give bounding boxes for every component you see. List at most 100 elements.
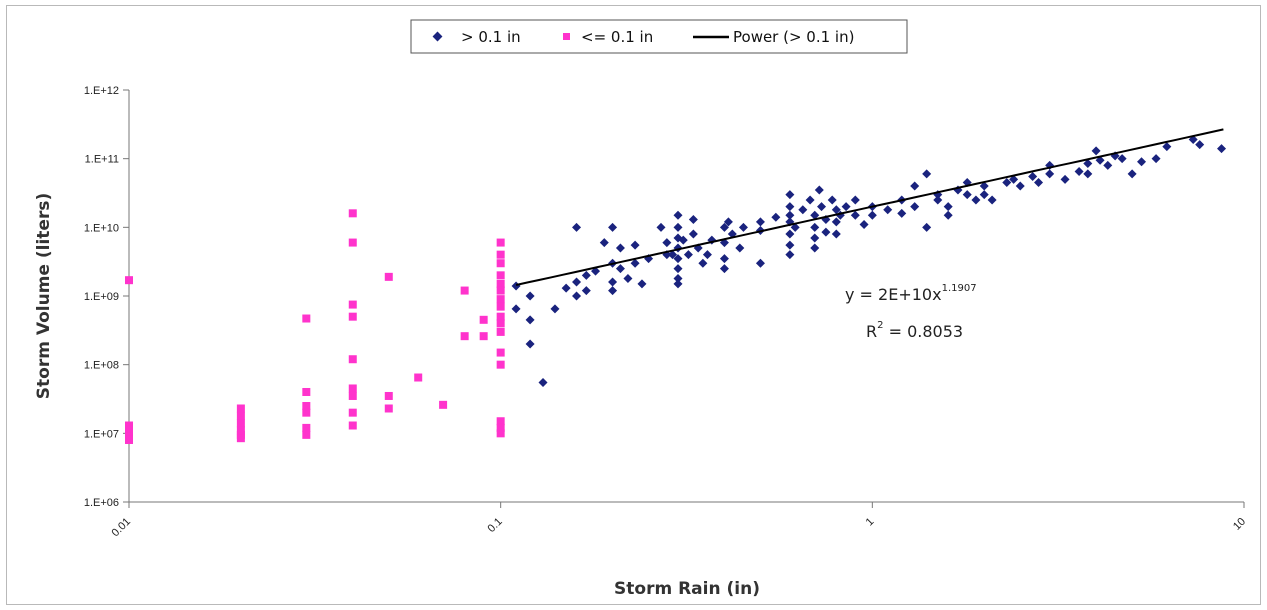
data-point-gt [673,210,683,220]
data-point-gt [1009,174,1019,184]
data-point-le [496,295,505,304]
data-point-le [236,404,245,413]
data-point-le [496,286,505,295]
data-point-gt [1083,169,1093,179]
equation-text: y = 2E+10x [845,285,942,304]
data-point-gt [662,238,672,248]
data-point-le [348,421,357,430]
data-point-le [414,373,423,382]
data-point-gt [702,250,712,260]
data-point-le [236,419,245,428]
y-tick-label: 1.E+12 [84,85,119,97]
y-tick-label: 1.E+09 [84,291,119,303]
data-point-le [348,238,357,247]
data-point-gt [1195,140,1205,150]
data-point-le [496,423,505,432]
data-point-gt [785,210,795,220]
data-point-gt [719,222,729,232]
data-point-gt [723,217,733,227]
data-point-gt [525,291,535,301]
data-point-le [302,423,311,432]
data-point-gt [755,258,765,268]
data-point-le [496,360,505,369]
data-point-le [348,384,357,393]
data-point-gt [673,279,683,289]
data-point-le [348,408,357,417]
data-point-gt [785,250,795,260]
data-point-gt [810,222,820,232]
data-point-gt [821,227,831,237]
data-point-gt [668,250,678,260]
data-point-gt [525,315,535,325]
data-point-le [125,421,133,430]
data-point-le [496,319,505,328]
data-point-le [348,209,357,218]
legend-label-trend: Power (> 0.1 in) [733,28,854,46]
data-point-gt [608,286,618,296]
data-point-le [348,355,357,364]
data-point-le [496,250,505,259]
y-tick-label: 1.E+08 [84,360,119,372]
data-point-gt [673,222,683,232]
data-point-gt [683,250,693,260]
data-point-gt [817,202,827,212]
data-point-gt [922,169,932,179]
data-point-gt [608,222,618,232]
data-point-gt [831,229,841,239]
data-point-gt [810,233,820,243]
data-point-gt [688,229,698,239]
data-point-le [348,391,357,400]
data-point-gt [979,181,989,191]
data-point-gt [615,264,625,274]
data-point-le [496,429,505,438]
data-point-gt [1083,159,1093,169]
data-point-le [496,302,505,311]
data-point-gt [831,217,841,227]
data-point-gt [608,277,618,287]
legend-marker-le [563,33,570,40]
data-point-gt [943,210,953,220]
data-point-gt [798,205,808,215]
data-point-gt [572,277,582,287]
data-point-gt [814,185,824,195]
data-point-le [496,238,505,247]
data-point-gt [719,264,729,274]
data-point-gt [1162,142,1172,152]
series-gt-points [511,135,1227,387]
data-point-le [384,391,393,400]
legend: > 0.1 in <= 0.1 in Power (> 0.1 in) [410,19,908,54]
data-point-le [479,332,488,341]
data-point-le [479,315,488,324]
data-point-gt [630,258,640,268]
equation-exponent: 1.1907 [942,283,977,294]
data-point-gt [922,222,932,232]
data-point-gt [805,195,815,205]
data-point-le [496,312,505,321]
y-tick-label: 1.E+10 [84,222,119,234]
data-point-gt [511,281,521,291]
data-point-gt [599,238,609,248]
y-tick-label: 1.E+07 [84,428,119,440]
data-point-gt [630,240,640,250]
legend-label-gt: > 0.1 in [461,28,521,46]
data-point-gt [859,219,869,229]
data-point-le [302,314,311,323]
data-point-gt [785,190,795,200]
data-point-gt [688,215,698,225]
data-point-gt [581,270,591,280]
data-point-gt [962,190,972,200]
data-point-gt [698,258,708,268]
x-tick-label: 10 [1231,516,1248,533]
data-point-le [302,387,311,396]
data-point-gt [910,181,920,191]
data-point-gt [550,304,560,314]
data-point-gt [1028,171,1038,181]
data-point-gt [673,273,683,283]
data-point-gt [656,222,666,232]
y-tick-label: 1.E+06 [84,497,119,509]
data-point-le [496,327,505,336]
data-point-gt [810,210,820,220]
data-point-gt [673,264,683,274]
data-point-le [302,402,311,411]
data-point-gt [538,377,548,387]
